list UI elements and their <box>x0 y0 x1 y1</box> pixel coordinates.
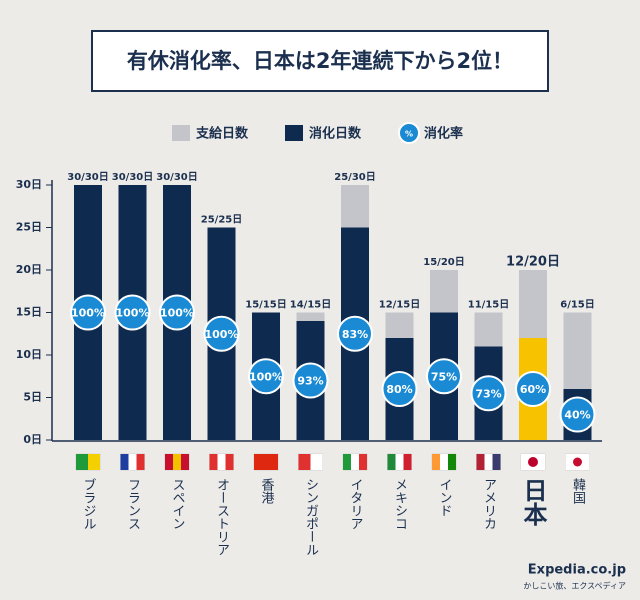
legend-icon-label: % <box>405 130 413 139</box>
x-tick-label: アメリカ <box>481 478 496 530</box>
chart-title: 有休消化率、日本は2年連続下から2位！ <box>127 49 513 73</box>
flag-part <box>432 454 440 470</box>
flag-part <box>225 454 234 470</box>
rate-label: 60% <box>520 383 546 396</box>
flag-part <box>492 454 501 470</box>
bar-label: 30/30日 <box>67 171 108 183</box>
rate-label: 93% <box>297 375 323 388</box>
flag-part <box>181 454 189 470</box>
legend-label: 支給日数 <box>195 126 249 142</box>
y-tick-label: 0日 <box>23 433 42 446</box>
source-logo: Expedia.co.jp <box>528 563 626 578</box>
y-tick-label: 5日 <box>23 391 42 404</box>
rate-circle <box>426 358 462 395</box>
x-tick-label: シンガポール <box>303 478 318 556</box>
rate-circle <box>203 315 240 352</box>
legend-swatch <box>285 125 303 141</box>
x-tick-label: フランス <box>125 478 140 530</box>
x-tick-label: オーストリア <box>214 478 229 556</box>
flag-part <box>165 454 173 470</box>
rate-circle <box>159 294 195 331</box>
rate-label: 100% <box>249 370 283 383</box>
flag-part <box>403 454 412 470</box>
x-tick-label: ブラジル <box>81 477 96 530</box>
rate-circle <box>292 362 329 399</box>
flag-part <box>448 454 456 470</box>
rate-label: 80% <box>386 383 412 396</box>
bar-label: 25/25日 <box>201 214 242 226</box>
flag-part <box>395 454 404 470</box>
flag-part <box>528 457 538 467</box>
bar-label: 15/20日 <box>423 256 464 268</box>
flag-part <box>484 454 493 470</box>
rate-label: 100% <box>160 307 194 320</box>
y-tick-label: 15日 <box>16 306 42 319</box>
rate-circle <box>337 315 373 352</box>
flag-part <box>573 457 582 467</box>
flag-part <box>254 454 278 470</box>
bar-label: 25/30日 <box>334 171 375 183</box>
x-tick-label: インド <box>437 478 452 517</box>
flag-part <box>351 454 359 470</box>
legend-swatch <box>398 122 420 144</box>
flag-part <box>440 454 448 470</box>
flag-part <box>120 454 129 470</box>
bar-label: 30/30日 <box>156 171 197 183</box>
flag-part <box>173 454 181 470</box>
title-box <box>91 30 549 92</box>
flag-part <box>310 454 323 470</box>
flag-part <box>136 454 145 470</box>
rate-label: 83% <box>342 328 368 341</box>
rate-circle <box>70 294 106 331</box>
rate-circle <box>381 371 418 407</box>
x-tick-label: 日本 <box>519 478 547 526</box>
bar-label: 12/15日 <box>379 299 420 311</box>
flag-part <box>217 454 226 470</box>
bar-label: 30/30日 <box>112 171 153 183</box>
rate-circle <box>248 358 284 395</box>
rate-label: 75% <box>431 370 457 383</box>
rate-circle <box>515 371 551 407</box>
flag-part <box>359 454 367 470</box>
rate-circle <box>470 375 507 412</box>
rate-circle <box>559 396 596 433</box>
rate-label: 100% <box>71 307 105 320</box>
x-tick-label: メキシコ <box>392 478 407 530</box>
source-tagline: かしこい旅、エクスペディア <box>523 581 626 591</box>
legend-label: 消化日数 <box>309 126 362 142</box>
flag-part <box>476 454 485 470</box>
x-tick-label: 香港 <box>259 478 275 504</box>
y-tick-label: 20日 <box>16 263 42 276</box>
legend-swatch <box>172 125 190 141</box>
flag-part <box>88 454 100 470</box>
flag-part <box>298 454 311 470</box>
rate-label: 100% <box>116 307 150 320</box>
bar-label: 11/15日 <box>468 299 509 311</box>
flag-part <box>209 454 218 470</box>
flag-part <box>128 454 137 470</box>
y-tick-label: 25日 <box>16 221 42 234</box>
y-tick-label: 30日 <box>16 178 42 191</box>
flag-part <box>76 454 88 470</box>
rate-label: 73% <box>475 387 501 400</box>
flag-part <box>387 454 396 470</box>
bar-label: 14/15日 <box>290 299 331 311</box>
x-tick-label: スペイン <box>170 478 186 530</box>
flag-part <box>343 454 351 470</box>
rate-label: 100% <box>205 328 239 341</box>
bar-label: 12/20日 <box>506 255 560 270</box>
legend-label: 消化率 <box>424 126 463 142</box>
rate-circle <box>114 294 151 331</box>
x-tick-label: 韓国 <box>570 478 586 504</box>
bar-label: 6/15日 <box>560 299 595 311</box>
y-tick-label: 10日 <box>16 348 42 361</box>
bar-label: 15/15日 <box>245 299 286 311</box>
rate-label: 40% <box>564 409 590 422</box>
x-tick-label: イタリア <box>348 478 363 530</box>
